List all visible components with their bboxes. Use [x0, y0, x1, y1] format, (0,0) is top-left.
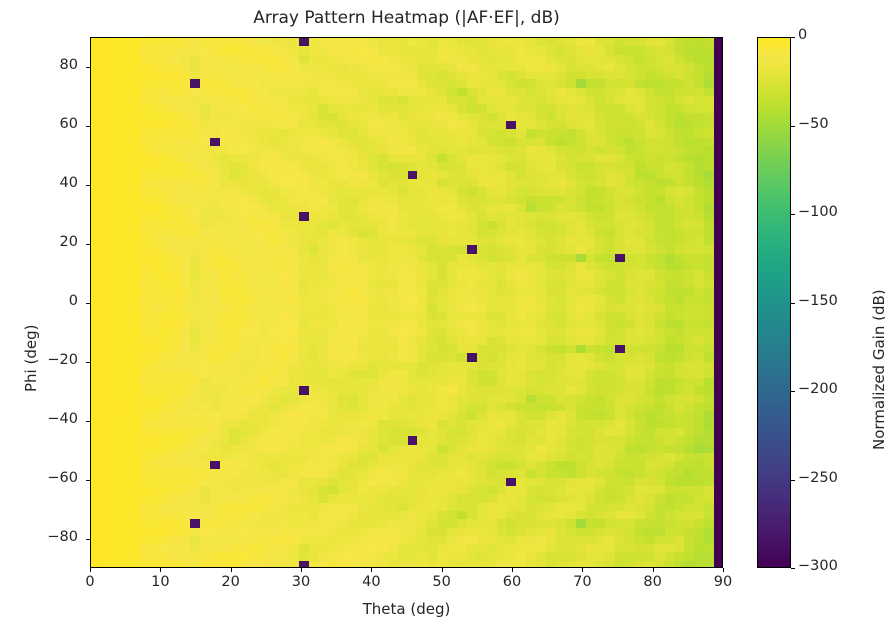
heatmap-axes	[90, 37, 723, 568]
y-tick-mark	[86, 420, 90, 422]
x-axis-label: Theta (deg)	[362, 600, 451, 618]
y-tick-label: 80	[59, 56, 78, 73]
colorbar-tick-label: −250	[798, 469, 838, 486]
x-tick-mark	[301, 568, 302, 572]
chart-title: Array Pattern Heatmap (|AF·EF|, dB)	[253, 8, 560, 28]
y-tick-label: 20	[59, 233, 78, 250]
x-tick-label: 10	[151, 574, 170, 590]
y-tick-mark	[86, 243, 90, 245]
colorbar-tick-mark	[791, 214, 795, 215]
y-tick-label: 60	[59, 115, 78, 132]
y-tick-label: −20	[47, 351, 78, 368]
y-tick-label: −40	[47, 410, 78, 427]
x-tick-mark	[512, 568, 513, 572]
y-tick-mark	[86, 184, 90, 186]
x-tick-mark	[160, 568, 162, 572]
x-tick-mark	[230, 568, 232, 572]
x-tick-label: 40	[362, 574, 381, 590]
heatmap-image	[91, 38, 722, 567]
colorbar	[757, 37, 791, 568]
colorbar-tick-mark	[791, 302, 795, 304]
colorbar-tick-mark	[791, 568, 795, 569]
y-tick-label: −60	[47, 469, 78, 486]
colorbar-tick-label: −100	[798, 204, 838, 220]
colorbar-tick-label: 0	[798, 27, 808, 43]
x-tick-label: 60	[502, 574, 522, 590]
y-axis-label: Phi (deg)	[22, 324, 40, 392]
colorbar-gradient	[758, 38, 790, 567]
y-tick-mark	[86, 538, 90, 540]
colorbar-tick-label: −200	[798, 381, 838, 397]
x-tick-label: 90	[713, 574, 733, 590]
colorbar-tick-mark	[791, 37, 795, 38]
y-tick-mark	[86, 361, 90, 363]
colorbar-tick-label: −50	[798, 115, 829, 132]
x-tick-mark	[90, 568, 91, 572]
x-tick-mark	[723, 568, 724, 572]
y-tick-label: 0	[68, 292, 78, 309]
x-tick-label: 30	[291, 574, 311, 590]
colorbar-label: Normalized Gain (dB)	[870, 289, 885, 450]
x-tick-label: 0	[85, 574, 95, 590]
x-tick-mark	[652, 568, 654, 572]
y-tick-mark	[86, 125, 90, 127]
x-tick-mark	[582, 568, 584, 572]
y-tick-mark	[86, 66, 90, 68]
colorbar-tick-mark	[791, 479, 795, 481]
x-tick-label: 20	[221, 574, 240, 590]
x-tick-mark	[441, 568, 443, 572]
colorbar-tick-mark	[791, 391, 795, 392]
x-tick-label: 70	[573, 574, 592, 590]
colorbar-tick-mark	[791, 125, 795, 127]
x-tick-mark	[371, 568, 373, 572]
colorbar-tick-label: −150	[798, 292, 838, 309]
colorbar-tick-label: −300	[798, 558, 838, 574]
x-tick-label: 50	[432, 574, 451, 590]
y-tick-label: −80	[47, 528, 78, 545]
y-tick-mark	[86, 302, 90, 304]
x-tick-label: 80	[643, 574, 662, 590]
y-tick-label: 40	[59, 174, 78, 191]
y-tick-mark	[86, 479, 90, 481]
